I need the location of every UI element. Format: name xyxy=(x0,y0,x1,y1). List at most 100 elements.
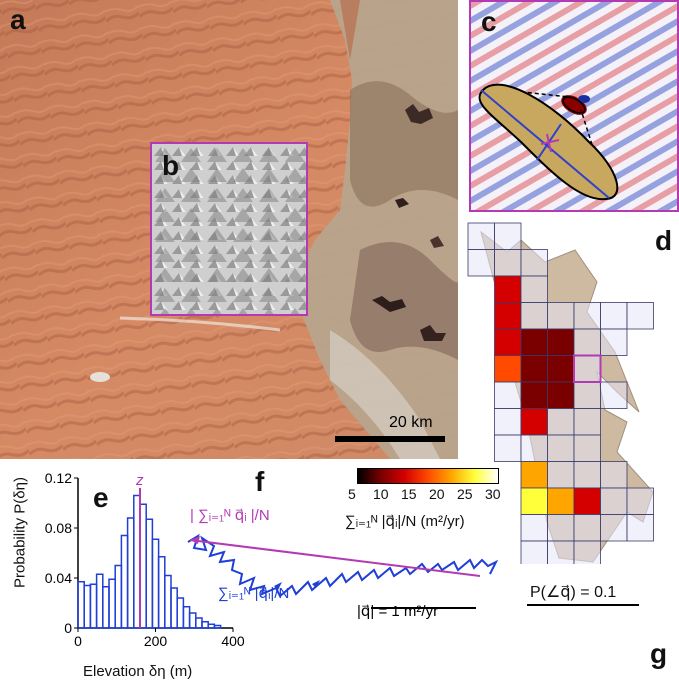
flux-grid xyxy=(467,222,654,568)
flux-grid-cell xyxy=(494,249,522,277)
flux-grid-cell xyxy=(520,408,548,436)
flux-grid-cell xyxy=(520,540,548,568)
flux-grid-cell xyxy=(494,434,522,462)
mean-elevation-marker-label: z xyxy=(135,472,144,489)
autocorrelation-panel: c xyxy=(469,0,679,212)
histogram-bar xyxy=(120,534,129,629)
flux-grid-cell xyxy=(547,381,575,409)
flux-grid-cell xyxy=(573,408,601,436)
histogram-bar xyxy=(170,587,178,629)
histogram-bar xyxy=(83,584,92,629)
flux-grid-cell xyxy=(520,275,548,303)
colorbar xyxy=(357,468,499,484)
flux-grid-cell xyxy=(547,434,575,462)
flux-grid-cell xyxy=(573,434,601,462)
histogram-bar xyxy=(95,573,104,629)
flux-walk-panel xyxy=(180,490,510,610)
flux-grid-cell xyxy=(600,487,628,515)
panel-label-a: a xyxy=(10,4,26,35)
x-tick-label: 400 xyxy=(221,633,245,649)
angle-probability-label: P(∠q⃗) = 0.1 xyxy=(530,584,617,601)
flux-grid-cell xyxy=(467,222,495,250)
scale-bar xyxy=(335,436,445,442)
flux-grid-cell xyxy=(520,328,548,356)
colorbar-tick: 5 xyxy=(348,486,356,502)
histogram-bar xyxy=(213,624,222,629)
flux-grid-cell xyxy=(573,355,601,383)
histogram-ylabel: Probability P(δη) xyxy=(11,477,29,588)
dem-shaded-relief xyxy=(152,144,306,314)
flux-grid-cell xyxy=(600,381,628,409)
flux-walk xyxy=(187,533,499,609)
flux-grid-cell xyxy=(547,487,575,515)
colorbar-label: ∑ᵢ₌₁ᴺ |q⃗ᵢ|/N (m²/yr) xyxy=(345,513,465,530)
flux-grid-cell xyxy=(520,487,548,515)
flux-grid-cell xyxy=(494,275,522,303)
histogram-bar xyxy=(145,518,154,629)
flux-grid-cell xyxy=(547,355,575,383)
angle-probability-underline xyxy=(527,604,639,606)
flux-grid-cell xyxy=(547,302,575,330)
satellite-image: 20 km a b xyxy=(0,0,458,459)
flux-grid-cell xyxy=(547,408,575,436)
flux-grid-cell xyxy=(600,302,628,330)
flux-grid-cell xyxy=(494,302,522,330)
flux-grid-panel xyxy=(467,222,657,568)
histogram-chart: z 0 200 400 0 0.04 0.08 0.12 xyxy=(45,470,245,649)
panel-label-e: e xyxy=(93,482,109,513)
colorbar-tick: 25 xyxy=(457,486,473,502)
flux-grid-cell xyxy=(520,461,548,489)
histogram-bar xyxy=(201,621,209,629)
flux-grid-cell xyxy=(600,514,628,542)
flux-grid-cell xyxy=(547,514,575,542)
flux-grid-cell xyxy=(573,328,601,356)
flux-grid-cell xyxy=(520,355,548,383)
panel-label-b: b xyxy=(162,150,180,181)
dem-inset xyxy=(150,142,308,316)
y-tick-label: 0 xyxy=(64,620,72,636)
panel-label-g: g xyxy=(650,638,668,669)
flux-grid-cell xyxy=(547,328,575,356)
panel-label-c: c xyxy=(481,6,497,37)
histogram-bar xyxy=(151,538,160,629)
flux-grid-cell xyxy=(600,328,628,356)
flux-grid-cell xyxy=(467,249,495,277)
mean-flux-label: ∑ᵢ₌₁ᴺ |q⃗ᵢ|/N xyxy=(218,585,290,602)
panel-label-d: d xyxy=(655,225,673,256)
autocorrelation-map xyxy=(471,2,677,210)
histogram-bar xyxy=(108,578,116,629)
selected-grid-cell xyxy=(573,354,602,383)
histogram-bar xyxy=(114,564,123,629)
histogram-xlabel: Elevation δη (m) xyxy=(83,663,193,680)
flux-grid-cell xyxy=(573,487,601,515)
flux-grid-cell xyxy=(494,222,522,250)
flux-grid-cell xyxy=(573,514,601,542)
histogram-bar xyxy=(157,556,166,629)
flux-grid-cell xyxy=(494,381,522,409)
histogram-bar xyxy=(207,623,216,629)
flux-grid-cell xyxy=(626,487,654,515)
colorbar-tick: 20 xyxy=(429,486,445,502)
flux-grid-cell xyxy=(573,381,601,409)
colorbar-ticks: 5 10 15 20 25 30 xyxy=(348,486,518,504)
histogram-bar xyxy=(126,517,135,629)
histogram-bar xyxy=(89,583,98,629)
panel-label-f: f xyxy=(255,466,265,497)
flux-grid-cell xyxy=(547,461,575,489)
flux-grid-cell xyxy=(626,514,654,542)
flux-grid-cell xyxy=(573,540,601,568)
colorbar-tick: 10 xyxy=(373,486,389,502)
flux-grid-cell xyxy=(626,302,654,330)
flux-scale-label: |q⃗| = 1 m²/yr xyxy=(357,603,439,620)
y-tick-label: 0.08 xyxy=(45,520,72,536)
histogram-bar xyxy=(195,617,203,629)
scale-bar-label: 20 km xyxy=(389,414,433,431)
flux-grid-cell xyxy=(573,461,601,489)
histogram-bar xyxy=(188,612,197,629)
elevation-histogram: z 0 200 400 0 0.04 0.08 0.12 xyxy=(0,468,245,685)
flux-grid-cell xyxy=(494,408,522,436)
flux-grid-cell xyxy=(573,302,601,330)
flux-grid-cell xyxy=(520,381,548,409)
flux-grid-cell xyxy=(600,461,628,489)
flux-grid-cell xyxy=(494,328,522,356)
